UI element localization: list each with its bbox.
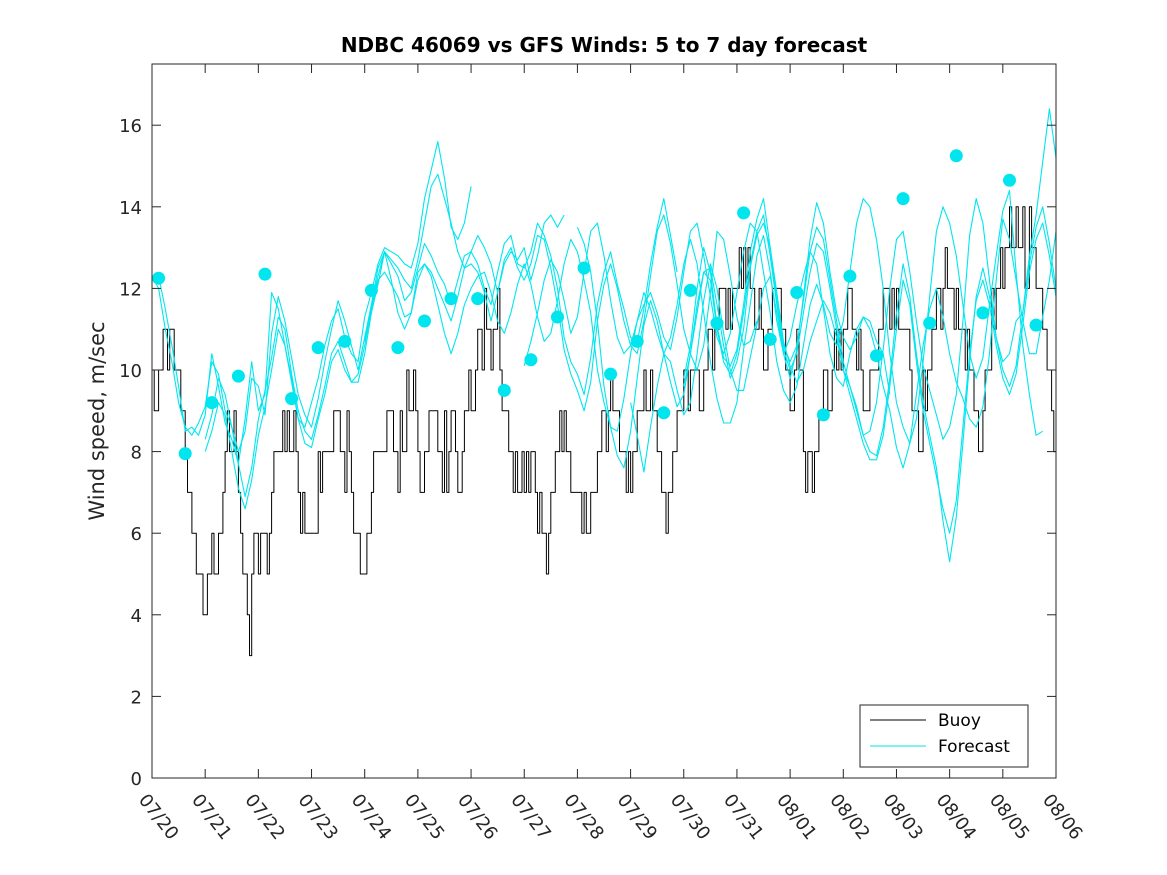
forecast-marker (152, 271, 166, 285)
forecast-marker (524, 353, 538, 367)
buoy-series-line (152, 206, 1056, 657)
y-tick-label: 16 (119, 116, 142, 137)
forecast-marker (737, 206, 751, 220)
forecast-marker (338, 334, 352, 348)
forecast-series-line (151, 140, 472, 465)
forecast-marker (790, 286, 804, 299)
forecast-marker (630, 334, 644, 348)
legend-box (859, 704, 1029, 768)
forecast-marker (949, 149, 963, 163)
forecast-marker (976, 306, 990, 320)
forecast-series-line (364, 234, 891, 432)
y-tick-label: 0 (131, 769, 142, 790)
forecast-marker (444, 292, 458, 306)
chart-title: NDBC 46069 vs GFS Winds: 5 to 7 day fore… (341, 33, 868, 57)
forecast-marker (816, 408, 830, 422)
axes-box (151, 63, 1057, 779)
forecast-series-line (204, 198, 678, 498)
forecast-marker (205, 396, 219, 410)
forecast-marker (497, 383, 511, 397)
forecast-marker (896, 192, 910, 206)
forecast-marker (285, 392, 299, 406)
forecast-marker (763, 332, 777, 346)
forecast-marker (418, 314, 431, 328)
forecast-marker (843, 269, 857, 283)
legend: Buoy Forecast (859, 704, 1029, 768)
forecast-marker (683, 283, 697, 297)
forecast-marker (710, 316, 724, 330)
y-tick-label: 6 (131, 524, 142, 545)
forecast-marker (604, 367, 618, 381)
forecast-marker (471, 292, 485, 306)
forecast-series-line (630, 202, 1057, 473)
forecast-series-line (683, 214, 1057, 534)
forecast-marker (391, 341, 405, 355)
forecast-marker (551, 310, 564, 324)
forecast-series-line (576, 108, 1057, 469)
y-axis-label: Wind speed, m/sec (85, 321, 109, 520)
forecast-marker (657, 406, 671, 420)
y-tick-label: 8 (131, 443, 142, 464)
forecast-marker (577, 261, 591, 275)
y-axis: 0 2 4 6 8 10 12 14 16 (119, 116, 1056, 790)
forecast-series-line (523, 189, 1043, 444)
y-tick-label: 10 (119, 361, 142, 382)
forecast-marker (258, 267, 272, 281)
forecast-marker (923, 316, 937, 330)
y-tick-label: 2 (131, 687, 142, 708)
forecast-series-line (204, 214, 758, 510)
y-tick-label: 12 (119, 279, 142, 300)
forecast-marker (231, 369, 245, 383)
y-tick-label: 14 (119, 198, 142, 219)
forecast-marker (178, 447, 192, 461)
forecast-marker (870, 349, 883, 363)
marker-layer (152, 149, 1043, 461)
y-tick-label: 4 (131, 606, 142, 627)
legend-label-forecast: Forecast (938, 737, 1010, 757)
plot-area (152, 64, 1056, 778)
forecast-marker (364, 283, 378, 297)
forecast-series-line (683, 198, 1057, 563)
legend-label-buoy: Buoy (938, 711, 981, 731)
forecast-marker (1029, 318, 1043, 332)
forecast-marker (311, 341, 325, 355)
forecast-marker (1003, 173, 1016, 187)
series-layer (151, 108, 1057, 657)
